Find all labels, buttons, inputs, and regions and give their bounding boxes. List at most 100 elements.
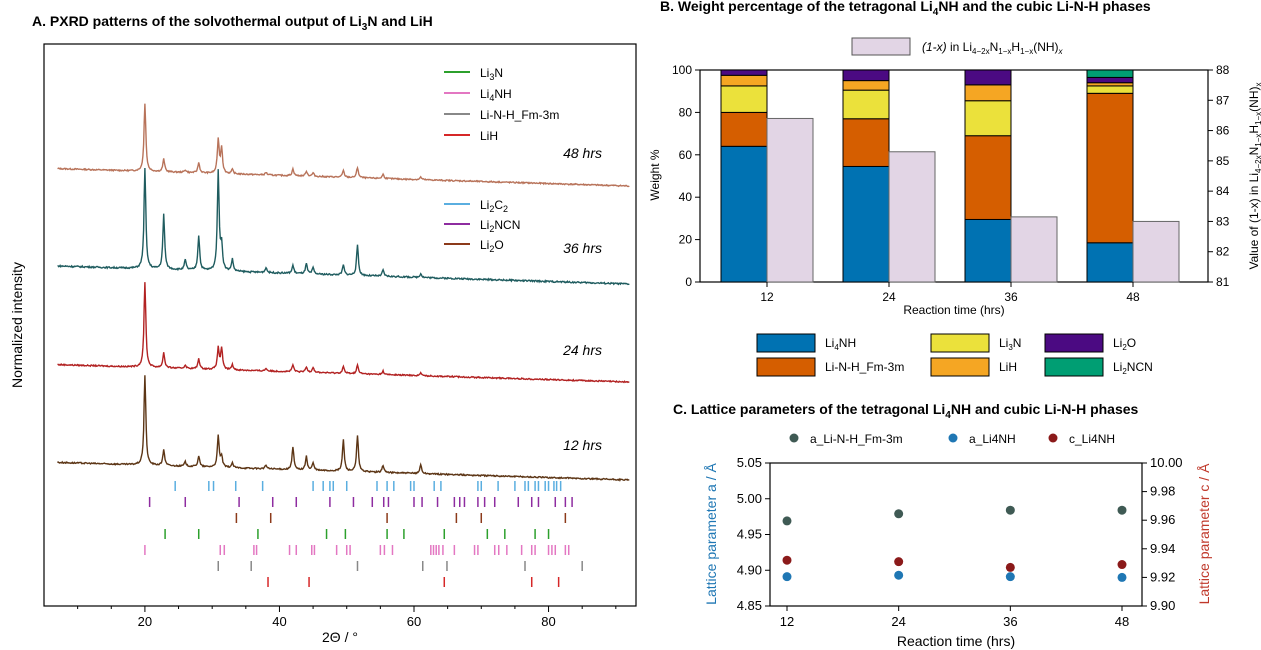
y-tick-label: 4.85 <box>737 598 762 613</box>
bar-one-minus-x <box>766 117 814 283</box>
bar-segment-Li2O <box>964 69 1012 86</box>
point-a_Li4NH <box>1005 572 1015 582</box>
legend-label-lih: LiH <box>480 129 498 143</box>
bar-segment-LiH <box>842 80 890 91</box>
point-c_Li4NH <box>782 555 792 565</box>
bar-segment-LiH <box>720 74 768 87</box>
legend-label-one-minus-x: (1-x) in Li4−2xN1−xH1−x(NH)x <box>922 40 1064 56</box>
y-tick-label: 4.90 <box>737 562 762 577</box>
legend-marker-c-li4nh <box>1048 433 1058 443</box>
legend-label-linh-fm3m: Li-N-H_Fm-3m <box>480 108 559 122</box>
panel-b-ylabel: Weight % <box>648 149 662 200</box>
y-right-tick-label: 9.94 <box>1150 541 1175 556</box>
panel-a-series-labels: 48 hrs 36 hrs 24 hrs 12 hrs <box>562 145 602 453</box>
pxrd-curve-12-hrs <box>57 375 630 482</box>
legend-swatch-li2o <box>1044 333 1104 353</box>
bar-segment-Li-N-H_Fm-3m <box>842 118 890 167</box>
x-tick-label: 60 <box>407 614 421 629</box>
y-right-tick-label: 83 <box>1216 214 1230 228</box>
bar-segment-Li3N <box>720 85 768 113</box>
bar-segment-Li-N-H_Fm-3m <box>1086 92 1134 244</box>
bar-segment-Li3N <box>964 100 1012 137</box>
pxrd-curve-24-hrs <box>57 282 630 384</box>
pxrd-curve-48-hrs <box>57 103 630 188</box>
y-tick-label: 20 <box>679 233 693 247</box>
x-tick-label: 48 <box>1126 290 1140 304</box>
bar-segment-Li2O <box>720 69 768 76</box>
legend-label-a-li4nh: a_Li4NH <box>969 432 1016 446</box>
bar-segment-Li4NH <box>964 218 1012 283</box>
legend-swatch-linh-fm3m <box>756 357 816 377</box>
panel-b-title: B. Weight percentage of the tetragonal L… <box>660 0 1151 18</box>
legend-swatch-lih <box>930 357 990 377</box>
x-tick-label: 48 <box>1115 614 1129 629</box>
point-c_Li4NH <box>894 557 904 567</box>
panel-c: C. Lattice parameters of the tetragonal … <box>673 401 1212 649</box>
series-label-48-hrs: 48 hrs <box>563 145 602 161</box>
pxrd-curve-36-hrs <box>57 167 630 286</box>
bar-segment-Li4NH <box>842 165 890 283</box>
x-tick-label: 12 <box>760 290 774 304</box>
legend-label-li4nh-b: Li4NH <box>825 336 856 352</box>
bar-segment-LiH <box>964 84 1012 102</box>
legend-label-li2ncn: Li2NCN <box>480 218 520 234</box>
y-right-tick-label: 87 <box>1216 93 1230 107</box>
bar-segment-Li-N-H_Fm-3m <box>720 111 768 147</box>
panel-a: A. PXRD patterns of the solvothermal out… <box>9 13 637 645</box>
panel-c-legend: a_Li-N-H_Fm-3m a_Li4NH c_Li4NH <box>789 432 1115 446</box>
y-tick-label: 0 <box>685 275 692 289</box>
legend-label-linh-fm3m-b: Li-N-H_Fm-3m <box>825 360 904 374</box>
legend-label-c-li4nh: c_Li4NH <box>1069 432 1115 446</box>
x-tick-label: 40 <box>272 614 286 629</box>
x-tick-label: 20 <box>138 614 152 629</box>
y-right-tick-label: 9.92 <box>1150 569 1175 584</box>
legend-marker-a-linh <box>789 433 799 443</box>
legend-label-li2o-b: Li2O <box>1113 336 1136 352</box>
panel-b-ylabel-right: Value of (1-x) in Li4−2xN1−xH1−x(NH)x <box>1247 83 1261 270</box>
x-tick-label: 36 <box>1003 614 1017 629</box>
panel-b: B. Weight percentage of the tetragonal L… <box>648 0 1261 377</box>
legend-label-li4nh: Li4NH <box>480 87 512 103</box>
y-tick-label: 60 <box>679 148 693 162</box>
panel-c-xlabel: Reaction time (hrs) <box>897 633 1015 649</box>
panel-c-ticks: 4.85 4.90 4.95 5.00 5.05 9.90 9.92 9.94 9.96 9.98… <box>737 455 1183 629</box>
panel-a-frame <box>43 43 637 607</box>
y-right-tick-label: 9.98 <box>1150 484 1175 499</box>
panel-c-points <box>782 505 1127 582</box>
x-tick-label: 24 <box>882 290 896 304</box>
panel-c-title: C. Lattice parameters of the tetragonal … <box>673 401 1139 421</box>
legend-swatch-one-minus-x <box>851 37 911 56</box>
bar-one-minus-x <box>1132 220 1180 283</box>
panel-a-x-ticks: 20 40 60 80 <box>77 606 617 629</box>
bar-segment-Li3N <box>842 89 890 120</box>
panel-c-frame <box>769 462 1143 607</box>
legend-label-li2c2: Li2C2 <box>480 198 508 214</box>
y-right-tick-label: 10.00 <box>1150 455 1183 470</box>
point-c_Li4NH <box>1117 560 1127 570</box>
panel-a-reference-ticks <box>144 481 583 587</box>
bar-segment-Li-N-H_Fm-3m <box>964 135 1012 220</box>
x-tick-label: 36 <box>1004 290 1018 304</box>
legend-label-li2o: Li2O <box>480 238 504 254</box>
panel-a-xlabel: 2Θ / ° <box>322 629 358 645</box>
point-a_Li4NH <box>1117 572 1127 582</box>
y-right-tick-label: 82 <box>1216 245 1230 259</box>
y-right-tick-label: 86 <box>1216 124 1230 138</box>
panel-a-curves <box>57 103 630 482</box>
panel-a-legend-2: Li2C2 Li2NCN Li2O <box>444 198 520 254</box>
panel-a-legend-1: Li3N Li4NH Li-N-H_Fm-3m LiH <box>444 66 559 143</box>
legend-label-li3n-b: Li3N <box>999 336 1021 352</box>
panel-b-xlabel: Reaction time (hrs) <box>903 303 1004 317</box>
series-label-24-hrs: 24 hrs <box>562 342 602 358</box>
legend-label-li2ncn-b: Li2NCN <box>1113 360 1153 376</box>
legend-swatch-li4nh <box>756 333 816 353</box>
panel-c-ylabel: Lattice parameter a / Å <box>703 463 719 605</box>
panel-b-bars <box>720 69 1180 283</box>
point-a_Li-N-H_Fm-3m <box>782 516 792 526</box>
x-tick-label: 80 <box>541 614 555 629</box>
panel-a-title: A. PXRD patterns of the solvothermal out… <box>32 13 433 33</box>
y-right-tick-label: 9.96 <box>1150 512 1175 527</box>
bar-segment-Li4NH <box>720 145 768 283</box>
panel-c-ylabel-right: Lattice parameter c / Å <box>1196 463 1212 605</box>
